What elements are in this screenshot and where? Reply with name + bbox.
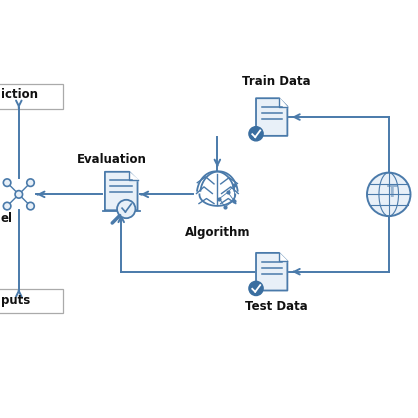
- Polygon shape: [129, 172, 138, 180]
- Polygon shape: [256, 98, 288, 136]
- Polygon shape: [279, 98, 288, 107]
- Polygon shape: [105, 172, 138, 210]
- Circle shape: [249, 281, 263, 296]
- Circle shape: [249, 127, 263, 141]
- FancyBboxPatch shape: [0, 84, 63, 109]
- Polygon shape: [279, 253, 288, 261]
- Text: Train Data: Train Data: [242, 75, 311, 88]
- Circle shape: [3, 202, 11, 210]
- Text: puts: puts: [1, 293, 30, 307]
- Text: T: T: [387, 185, 398, 200]
- Text: Test Data: Test Data: [245, 300, 308, 313]
- Circle shape: [27, 202, 34, 210]
- Circle shape: [3, 179, 11, 186]
- Circle shape: [117, 200, 135, 218]
- Text: iction: iction: [1, 88, 38, 101]
- Polygon shape: [256, 253, 288, 291]
- FancyBboxPatch shape: [0, 289, 63, 313]
- Text: Algorithm: Algorithm: [185, 226, 250, 239]
- Circle shape: [27, 179, 34, 186]
- Text: el: el: [1, 212, 13, 225]
- Circle shape: [367, 173, 410, 216]
- Circle shape: [15, 191, 23, 198]
- Text: Evaluation: Evaluation: [77, 153, 147, 166]
